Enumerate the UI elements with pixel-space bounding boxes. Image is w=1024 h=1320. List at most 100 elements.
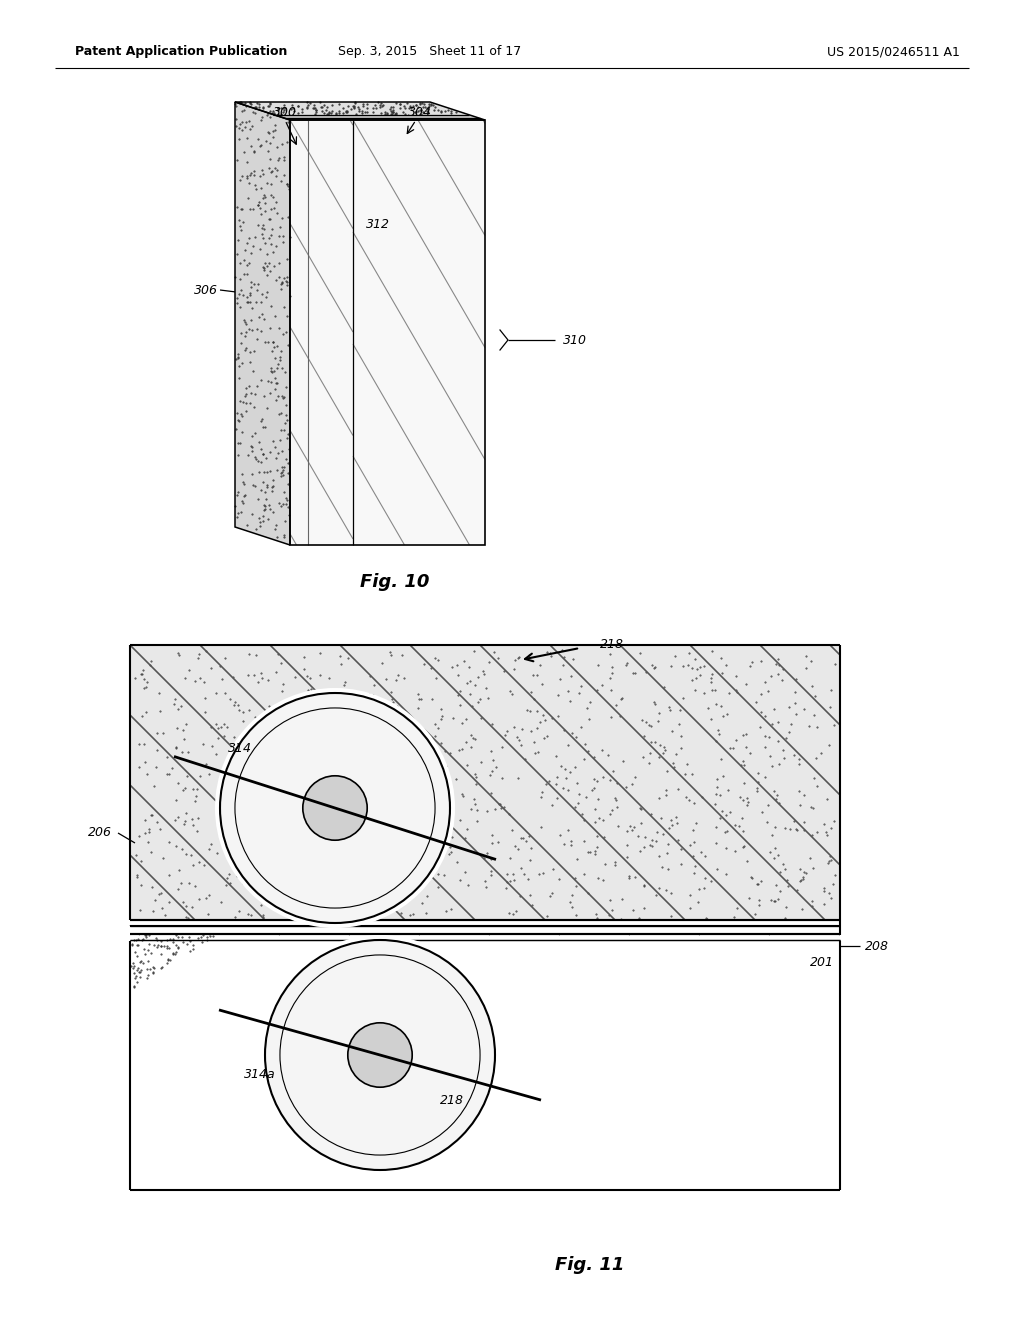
- Point: [213, 717, 229, 738]
- Point: [594, 739, 610, 760]
- Point: [321, 771, 337, 792]
- Point: [647, 731, 664, 752]
- Circle shape: [220, 693, 450, 923]
- Point: [287, 899, 303, 920]
- Point: [383, 713, 399, 734]
- Point: [638, 661, 654, 682]
- Point: [261, 755, 278, 776]
- Point: [281, 919, 297, 940]
- Point: [204, 916, 220, 937]
- Point: [168, 789, 184, 810]
- Point: [430, 876, 446, 898]
- Point: [521, 849, 538, 870]
- Point: [306, 908, 323, 929]
- Point: [333, 730, 349, 751]
- Point: [673, 854, 689, 875]
- Point: [134, 705, 151, 726]
- Point: [609, 796, 626, 817]
- Point: [687, 680, 703, 701]
- Point: [136, 734, 153, 755]
- Point: [473, 751, 489, 772]
- Point: [348, 717, 365, 738]
- Point: [663, 656, 679, 677]
- Point: [497, 661, 513, 682]
- Point: [459, 755, 475, 776]
- Point: [621, 867, 637, 888]
- Point: [292, 847, 308, 869]
- Point: [703, 664, 720, 685]
- Point: [203, 717, 219, 738]
- Point: [751, 874, 767, 895]
- Point: [656, 739, 673, 760]
- Point: [324, 759, 340, 780]
- Point: [441, 837, 458, 858]
- Point: [826, 810, 843, 832]
- Point: [315, 764, 332, 785]
- Point: [306, 908, 323, 929]
- Circle shape: [348, 1023, 413, 1088]
- Point: [551, 913, 567, 935]
- Point: [143, 805, 160, 826]
- Point: [219, 867, 236, 888]
- Point: [555, 777, 571, 799]
- Point: [702, 672, 719, 693]
- Point: [566, 867, 583, 888]
- Point: [255, 722, 271, 743]
- Point: [360, 684, 377, 705]
- Point: [140, 818, 157, 840]
- Point: [770, 888, 786, 909]
- Point: [444, 657, 461, 678]
- Point: [793, 919, 809, 940]
- Point: [601, 906, 617, 927]
- Point: [790, 879, 806, 900]
- Point: [780, 697, 797, 718]
- Point: [715, 706, 731, 727]
- Point: [218, 833, 234, 854]
- Point: [642, 731, 658, 752]
- Point: [657, 784, 674, 805]
- Point: [419, 886, 435, 907]
- Point: [222, 821, 239, 842]
- Point: [703, 640, 720, 661]
- Point: [582, 692, 598, 713]
- Point: [636, 837, 652, 858]
- Point: [612, 689, 629, 710]
- Point: [186, 671, 203, 692]
- Point: [220, 755, 237, 776]
- Point: [174, 891, 190, 912]
- Point: [703, 680, 720, 701]
- Point: [702, 668, 719, 689]
- Point: [243, 904, 259, 925]
- Point: [627, 663, 643, 684]
- Text: 304: 304: [408, 106, 432, 119]
- Point: [556, 833, 572, 854]
- Point: [399, 788, 416, 809]
- Text: 306: 306: [194, 284, 218, 297]
- Point: [509, 648, 525, 669]
- Point: [210, 727, 226, 748]
- Point: [569, 849, 586, 870]
- Point: [562, 912, 579, 933]
- Point: [382, 642, 398, 663]
- Point: [340, 892, 356, 913]
- Point: [242, 644, 258, 665]
- Polygon shape: [130, 920, 840, 935]
- Point: [228, 866, 245, 887]
- Point: [725, 738, 741, 759]
- Point: [589, 825, 605, 846]
- Point: [388, 755, 404, 776]
- Point: [401, 904, 418, 925]
- Point: [567, 756, 584, 777]
- Point: [641, 752, 657, 774]
- Point: [346, 800, 362, 821]
- Point: [617, 655, 634, 676]
- Point: [737, 737, 754, 758]
- Point: [643, 804, 659, 825]
- Point: [390, 664, 407, 685]
- Point: [549, 767, 565, 788]
- Point: [339, 788, 355, 809]
- Point: [391, 919, 408, 940]
- Point: [544, 882, 560, 903]
- Point: [577, 916, 593, 937]
- Point: [366, 878, 382, 899]
